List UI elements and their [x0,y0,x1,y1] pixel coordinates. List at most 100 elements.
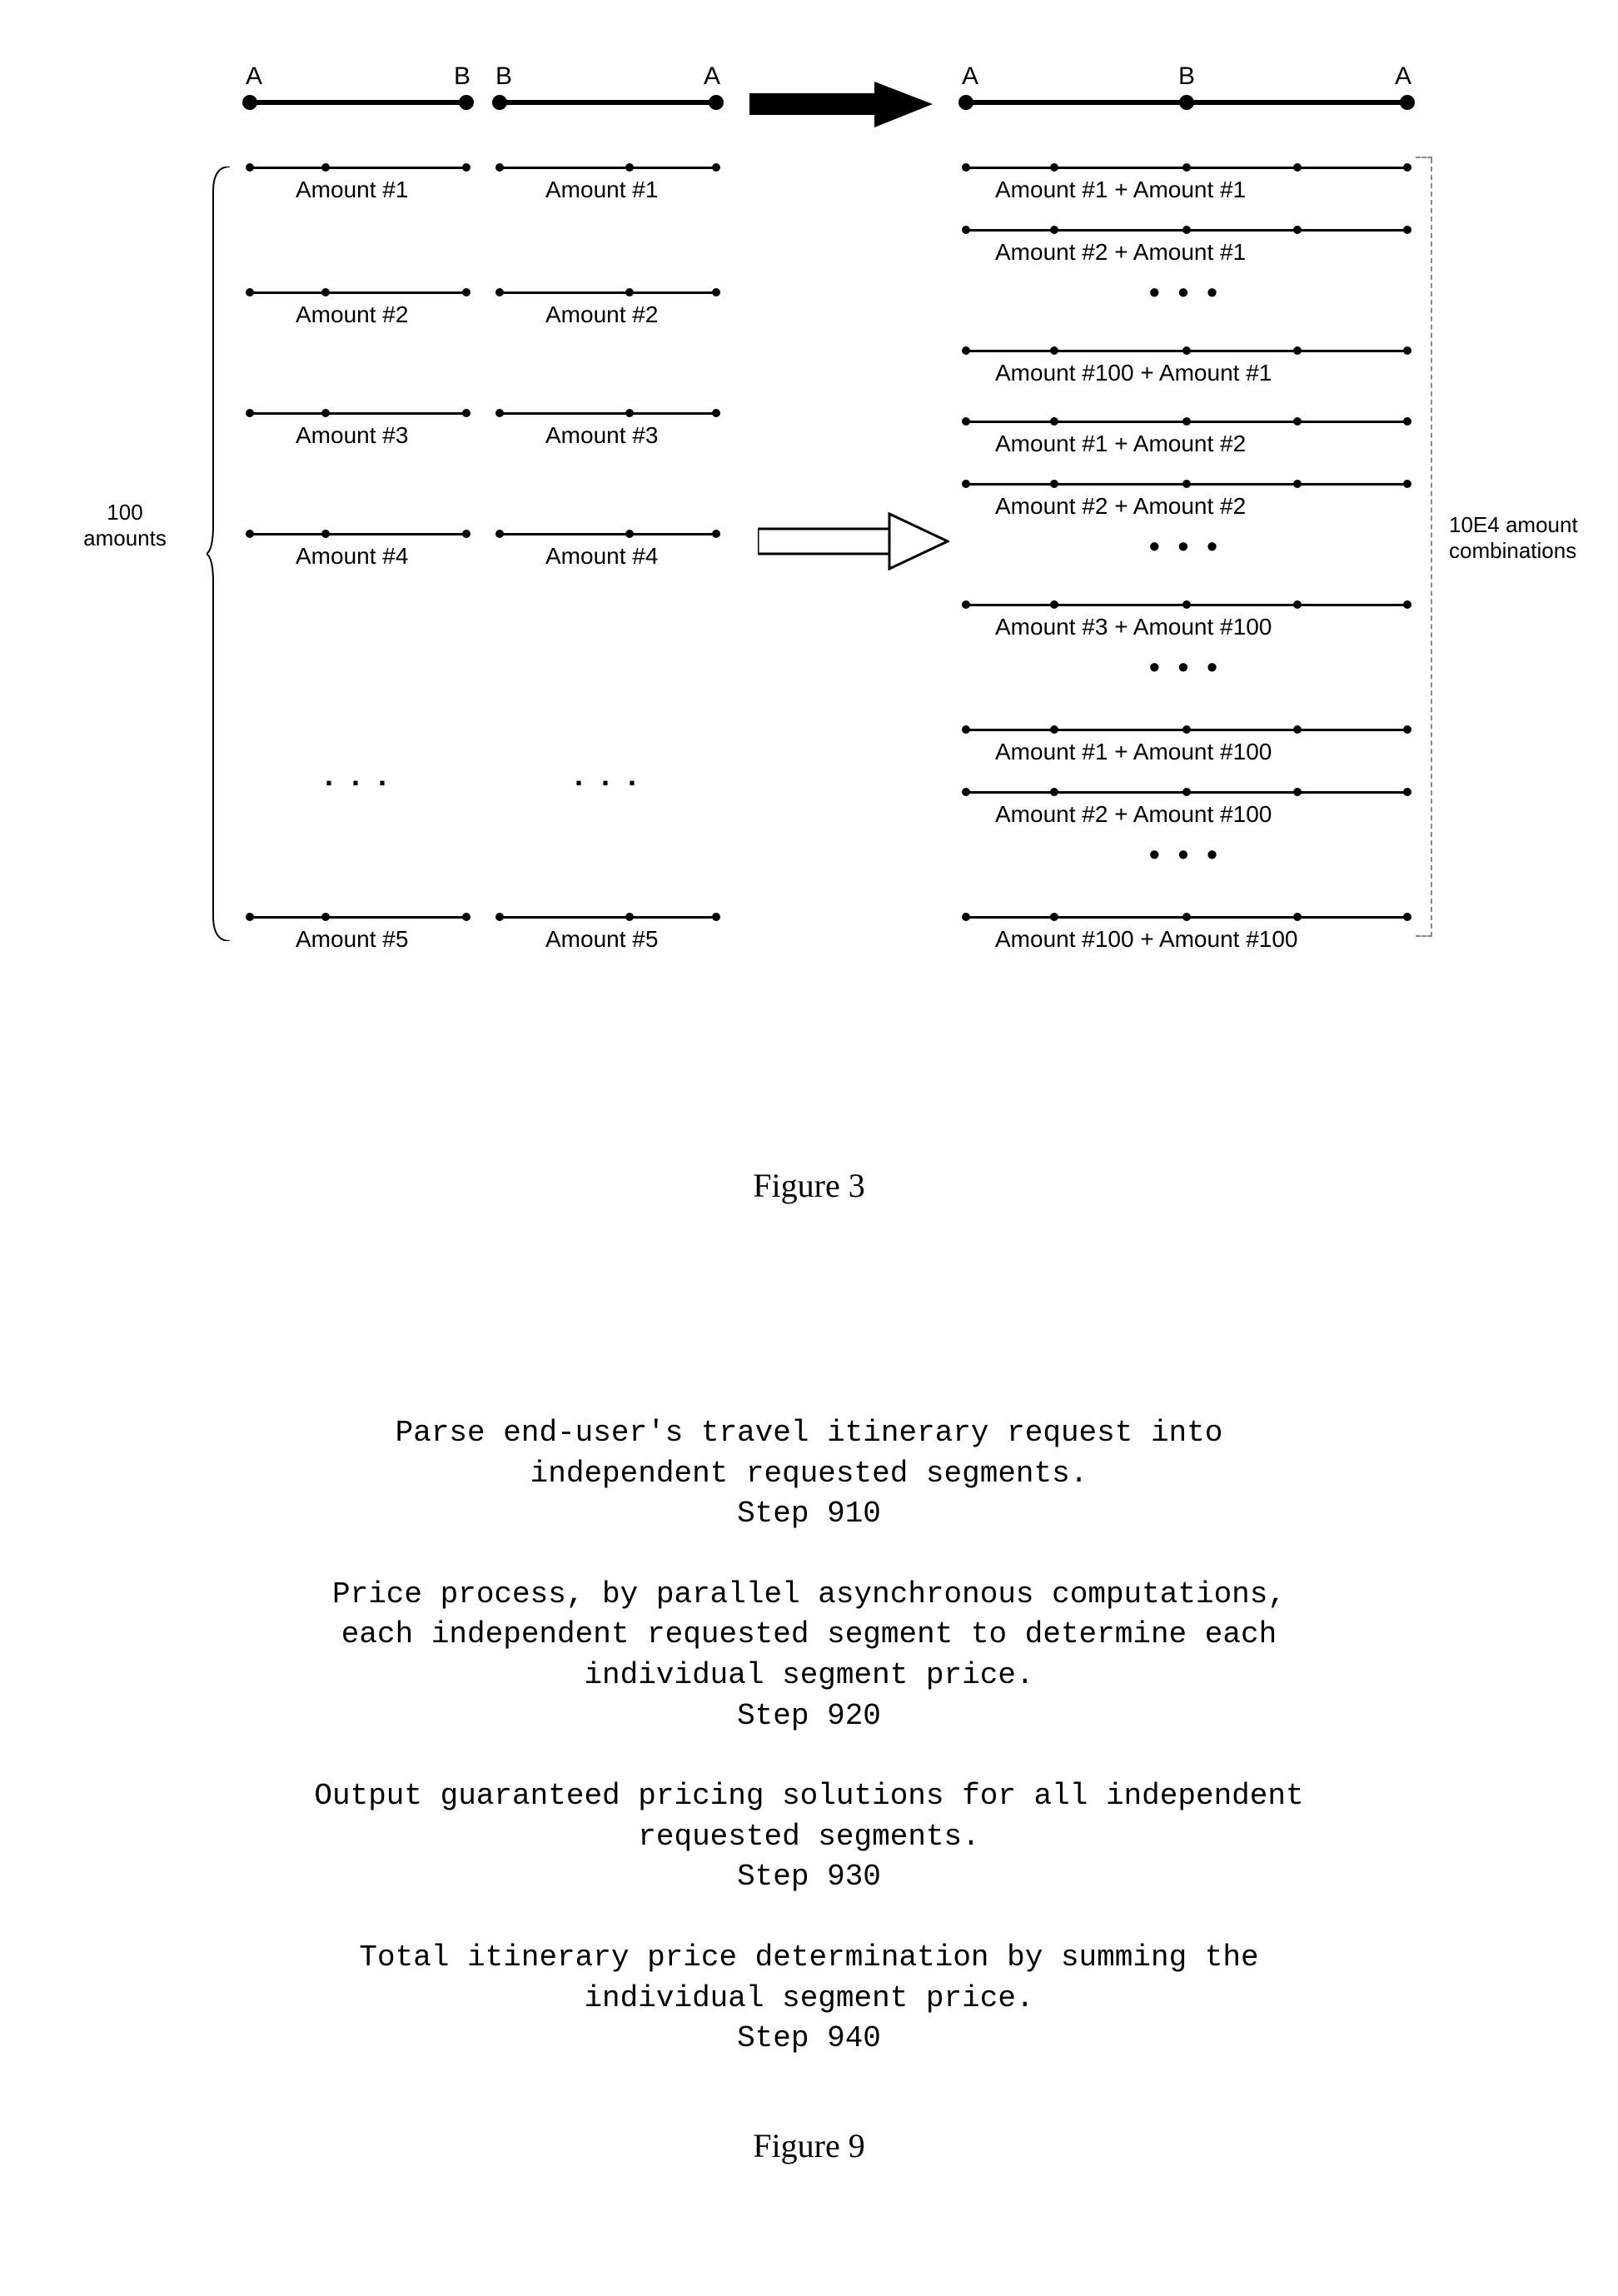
right-count-comb: combinations [1449,538,1591,564]
col2-label-A: A [704,62,720,91]
segment-dot [246,288,254,296]
figure-3-caption: Figure 3 [83,1166,1535,1205]
col3-amount: Amount #1 + Amount #2 [995,431,1246,457]
step-label: Step 930 [83,1857,1535,1898]
col2-amount: Amount #5 [545,926,658,953]
col1-heavy-line [250,100,466,105]
segment-dot [1403,913,1411,921]
segment-dot [1050,480,1058,488]
col3-dots: • • • [1149,837,1222,872]
figure-3-diagram: 100 amounts 10E4 amount combinations A B… [83,50,1535,1133]
col1-ellipsis: . . . [325,758,391,793]
segment-dot [1293,725,1302,734]
segment-dot [1403,725,1411,734]
segment-dot [1403,417,1411,426]
col3-dot-B [1179,95,1194,110]
segment-dot [1050,226,1058,234]
col1-label-A: A [246,62,262,91]
segment-dot [321,913,330,921]
col1-amount: Amount #3 [296,422,408,449]
segment-dot [321,163,330,172]
segment-dot [712,163,720,172]
segment-dot [1050,163,1058,172]
col3-label-A2: A [1395,62,1411,91]
segment-dot [321,409,330,417]
segment-dot [1050,725,1058,734]
segment-dot [1182,417,1191,426]
segment-dot [962,600,970,609]
white-arrow-icon [758,512,949,570]
segment-dot [1182,600,1191,609]
black-arrow-icon [749,82,933,127]
col3-amount: Amount #1 + Amount #100 [995,739,1272,765]
col2-amount: Amount #3 [545,422,658,449]
step-text-line: Total itinerary price determination by s… [83,1938,1535,1979]
segment-line [250,167,466,169]
left-count-100: 100 [67,500,183,525]
segment-dot [321,530,330,538]
segment-dot [712,530,720,538]
segment-dot [1182,913,1191,921]
segment-dot [1182,725,1191,734]
step-text-line: requested segments. [83,1817,1535,1858]
col1-dot-A [242,95,257,110]
segment-dot [246,530,254,538]
step-text-line: Parse end-user's travel itinerary reques… [83,1413,1535,1454]
col1-amount: Amount #2 [296,301,408,328]
col1-label-B: B [454,62,470,91]
right-count-label: 10E4 amount combinations [1449,512,1591,564]
col3-amount: Amount #2 + Amount #1 [995,239,1246,266]
segment-dot [962,163,970,172]
col3-label-A1: A [962,62,978,91]
col3-dots: • • • [1149,650,1222,685]
col3-dot-A1 [958,95,973,110]
left-count-amounts: amounts [67,525,183,551]
col3-dot-A2 [1400,95,1415,110]
left-count-label: 100 amounts [67,500,183,551]
left-brace [207,167,231,941]
segment-dot [462,163,470,172]
step-block: Price process, by parallel asynchronous … [83,1575,1535,1736]
segment-dot [1403,226,1411,234]
segment-dot [321,288,330,296]
segment-dot [962,480,970,488]
col3-dots: • • • [1149,529,1222,564]
segment-line [500,167,716,169]
col3-amount: Amount #100 + Amount #100 [995,926,1298,953]
right-count-10e4: 10E4 amount [1449,512,1591,538]
segment-dot [1182,226,1191,234]
segment-dot [962,788,970,796]
segment-dot [1293,788,1302,796]
segment-dot [246,913,254,921]
step-label: Step 910 [83,1494,1535,1535]
segment-dot [1293,163,1302,172]
segment-line [250,533,466,535]
step-text-line: individual segment price. [83,1656,1535,1696]
segment-dot [495,530,504,538]
segment-line [250,412,466,415]
segment-dot [1182,163,1191,172]
col1-dot-B [459,95,474,110]
col3-amount: Amount #3 + Amount #100 [995,614,1272,640]
segment-dot [495,913,504,921]
segment-dot [495,163,504,172]
segment-dot [495,409,504,417]
segment-dot [462,530,470,538]
col3-label-B: B [1178,62,1195,91]
step-text-line: each independent requested segment to de… [83,1615,1535,1656]
col1-amount: Amount #5 [296,926,408,953]
segment-dot [1293,600,1302,609]
segment-dot [1050,913,1058,921]
col2-amount: Amount #1 [545,177,658,203]
right-brace [1431,158,1432,937]
step-text-line: individual segment price. [83,1979,1535,2020]
segment-dot [246,409,254,417]
col3-amount: Amount #2 + Amount #100 [995,801,1272,828]
segment-dot [1403,346,1411,355]
col2-heavy-line [500,100,716,105]
segment-dot [1050,600,1058,609]
segment-line [500,412,716,415]
segment-dot [1182,346,1191,355]
segment-line [500,533,716,535]
col3-amount: Amount #2 + Amount #2 [995,493,1246,520]
